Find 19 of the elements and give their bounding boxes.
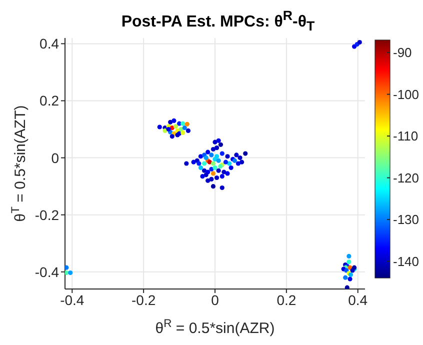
- color-bar-label: -120: [393, 170, 420, 186]
- x-tick-label: -0.4: [60, 292, 84, 308]
- y-tick-label: 0: [51, 150, 60, 166]
- color-bar-label: -130: [393, 212, 420, 228]
- x-tick-label: -0.2: [132, 292, 156, 308]
- x-tick-label: 0.4: [348, 292, 368, 308]
- y-tick-label: -0.2: [34, 206, 60, 223]
- x-tick-label: 0.2: [276, 292, 296, 308]
- x-tick-label: 0: [211, 292, 220, 308]
- colorbar: -140 -130 -120 -110 -100 -90: [370, 8, 420, 338]
- color-bar-label: -110: [393, 128, 418, 144]
- color-bar-label: -90: [393, 45, 412, 60]
- x-axis-title: θ$^{R}$ = 0.5*sin(AZR): [155, 318, 275, 337]
- color-bar-label: -100: [393, 86, 420, 102]
- color-bar-label: -140: [393, 254, 420, 269]
- chart-title: Post-PA Est. MPCs: θ$^{R}$-θ$_{T}$: [120, 8, 316, 34]
- y-tick-label: 0.2: [40, 92, 60, 109]
- y-tick-label: -0.4: [34, 264, 60, 280]
- y-tick-label: 0.4: [40, 36, 60, 52]
